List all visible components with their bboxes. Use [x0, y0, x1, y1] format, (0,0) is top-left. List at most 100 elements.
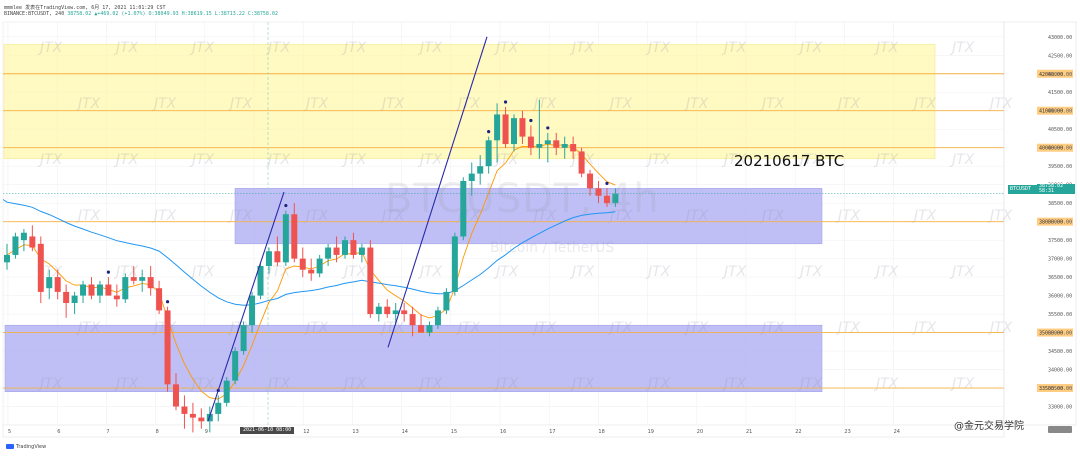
- time-axis-tick: 12: [303, 429, 309, 435]
- candle-body[interactable]: [358, 247, 365, 255]
- candle-body[interactable]: [401, 310, 408, 315]
- candle-body[interactable]: [130, 277, 137, 281]
- support-zone[interactable]: [234, 188, 823, 245]
- jtx-watermark: JTX: [759, 96, 785, 112]
- candle-body[interactable]: [460, 180, 467, 237]
- candle-body[interactable]: [316, 258, 323, 274]
- tradingview-logo[interactable]: TradingView: [6, 444, 46, 450]
- candle-body[interactable]: [308, 269, 315, 274]
- candle-body[interactable]: [426, 325, 433, 333]
- candle-body[interactable]: [418, 325, 425, 333]
- candle-body[interactable]: [113, 295, 120, 300]
- candle-body[interactable]: [342, 240, 348, 255]
- candle-body[interactable]: [274, 251, 281, 263]
- candle-body[interactable]: [223, 380, 230, 403]
- candle-body[interactable]: [511, 118, 517, 145]
- candle-body[interactable]: [434, 310, 441, 326]
- symbol-watermark: BTCUSDT, 4h: [385, 176, 660, 222]
- candle-body[interactable]: [502, 114, 509, 145]
- candle-body[interactable]: [578, 151, 585, 174]
- candle-body[interactable]: [156, 288, 163, 311]
- jtx-watermark: JTX: [949, 152, 975, 168]
- candle-body[interactable]: [553, 140, 560, 148]
- candle-body[interactable]: [249, 295, 256, 326]
- candle-body[interactable]: [367, 247, 374, 315]
- price-axis-tick: 33000.00: [1048, 405, 1072, 411]
- candle-body[interactable]: [561, 144, 568, 148]
- candle-body[interactable]: [325, 247, 332, 259]
- candle-body[interactable]: [12, 236, 19, 255]
- candle-body[interactable]: [527, 136, 534, 148]
- candle-body[interactable]: [468, 173, 475, 181]
- author-credit: @金元交易学院: [954, 421, 1024, 432]
- candle-body[interactable]: [29, 236, 36, 248]
- candle-body[interactable]: [299, 258, 306, 270]
- candle-body[interactable]: [603, 195, 610, 204]
- support-zone[interactable]: [4, 324, 823, 392]
- symbol-label[interactable]: BINANCE:BTCUSDT, 240: [4, 11, 65, 17]
- candle-body[interactable]: [536, 144, 543, 148]
- jtx-watermark: JTX: [911, 320, 937, 336]
- candle-body[interactable]: [612, 193, 619, 204]
- candle-body[interactable]: [4, 254, 10, 263]
- trend-line[interactable]: [387, 36, 488, 348]
- candle-body[interactable]: [375, 306, 382, 315]
- price-level-label-bg: [1037, 143, 1073, 152]
- chart-annotation[interactable]: 20210617 BTC: [734, 152, 845, 170]
- candle-body[interactable]: [173, 384, 179, 407]
- chart-settings-button[interactable]: [1048, 426, 1072, 433]
- candle-body[interactable]: [291, 214, 298, 259]
- candle-body[interactable]: [88, 284, 95, 296]
- candle-body[interactable]: [477, 166, 484, 174]
- candle-body[interactable]: [570, 144, 577, 152]
- candle-body[interactable]: [257, 266, 264, 296]
- candle-body[interactable]: [451, 236, 458, 292]
- jtx-watermark: JTX: [721, 152, 747, 168]
- candle-body[interactable]: [189, 413, 196, 418]
- candle-body[interactable]: [485, 140, 492, 167]
- jtx-watermark: JTX: [151, 96, 177, 112]
- candle-body[interactable]: [164, 310, 171, 385]
- candle-body[interactable]: [105, 284, 112, 296]
- jtx-watermark: JTX: [797, 264, 823, 280]
- candle-body[interactable]: [181, 406, 188, 414]
- candle-body[interactable]: [198, 417, 205, 422]
- resistance-zone[interactable]: [3, 43, 936, 160]
- candle-body[interactable]: [37, 243, 44, 292]
- candle-body[interactable]: [80, 284, 87, 296]
- candle-body[interactable]: [232, 351, 239, 381]
- candle-body[interactable]: [215, 402, 222, 414]
- candle-body[interactable]: [54, 277, 61, 292]
- chart-header-line-2: BINANCE:BTCUSDT, 240 38758.02 ▲+469.02 (…: [4, 11, 278, 17]
- jtx-watermark: JTX: [873, 376, 899, 392]
- candle-body[interactable]: [392, 310, 399, 315]
- candle-body[interactable]: [595, 188, 602, 196]
- candle-body[interactable]: [265, 251, 272, 267]
- candle-body[interactable]: [519, 118, 526, 137]
- candle-body[interactable]: [71, 295, 78, 303]
- fractal-marker: [487, 130, 491, 134]
- candle-body[interactable]: [139, 277, 146, 281]
- candle-body[interactable]: [333, 247, 340, 255]
- candle-body[interactable]: [240, 325, 247, 352]
- candle-body[interactable]: [544, 140, 551, 145]
- candle-body[interactable]: [147, 277, 154, 289]
- candle-body[interactable]: [96, 284, 103, 296]
- candle-body[interactable]: [443, 291, 450, 311]
- candle-body[interactable]: [587, 173, 594, 189]
- candle-body[interactable]: [350, 240, 357, 255]
- candle-body[interactable]: [63, 291, 70, 303]
- trend-line[interactable]: [207, 191, 285, 422]
- candle-body[interactable]: [282, 214, 289, 263]
- jtx-watermark: JTX: [151, 208, 177, 224]
- candle-body[interactable]: [20, 232, 27, 241]
- candle-body[interactable]: [409, 314, 416, 326]
- candle-body[interactable]: [46, 277, 53, 289]
- jtx-watermark: JTX: [417, 376, 443, 392]
- candle-body[interactable]: [122, 277, 129, 300]
- jtx-watermark: JTX: [645, 40, 671, 56]
- candle-body[interactable]: [384, 306, 391, 315]
- candle-body[interactable]: [494, 114, 501, 141]
